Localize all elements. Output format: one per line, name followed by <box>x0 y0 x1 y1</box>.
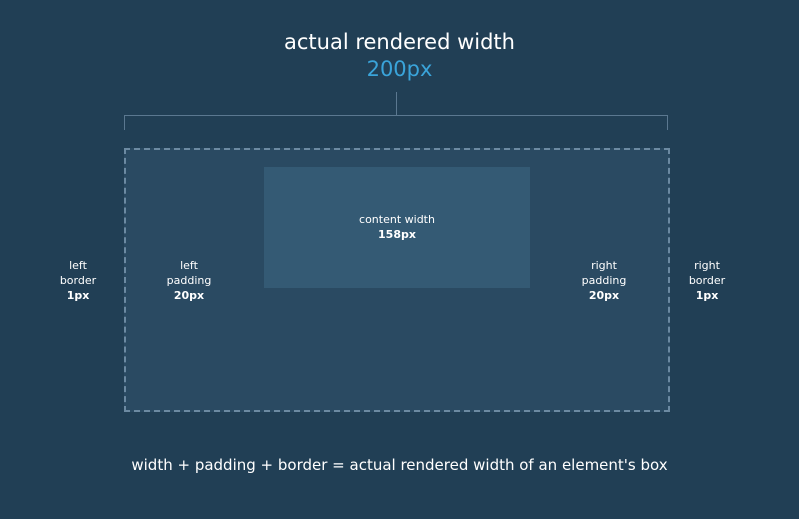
right-padding-line2: padding <box>581 274 627 287</box>
content-width-label: content width 158px <box>264 212 530 242</box>
formula-caption: width + padding + border = actual render… <box>131 456 668 474</box>
right-border-label: right border 1px <box>667 258 747 303</box>
left-border-value: 1px <box>66 289 90 302</box>
right-padding-value: 20px <box>588 289 620 302</box>
right-padding-line1: right <box>591 259 617 272</box>
left-padding-line1: left <box>180 259 198 272</box>
content-width-text: content width <box>359 213 435 226</box>
rendered-width-value: 200px <box>366 57 433 81</box>
left-padding-value: 20px <box>173 289 205 302</box>
content-width-value: 158px <box>378 228 416 241</box>
right-padding-label: right padding 20px <box>564 258 644 303</box>
right-border-value: 1px <box>695 289 719 302</box>
width-bracket <box>124 115 668 130</box>
bracket-stem <box>396 92 397 115</box>
content-area: content width 158px <box>264 167 530 288</box>
left-padding-line2: padding <box>166 274 212 287</box>
left-border-label: left border 1px <box>38 258 118 303</box>
right-border-line2: border <box>688 274 726 287</box>
diagram-title: actual rendered width <box>284 30 515 54</box>
left-border-line2: border <box>59 274 97 287</box>
right-border-line1: right <box>694 259 720 272</box>
left-padding-label: left padding 20px <box>149 258 229 303</box>
left-border-line1: left <box>69 259 87 272</box>
